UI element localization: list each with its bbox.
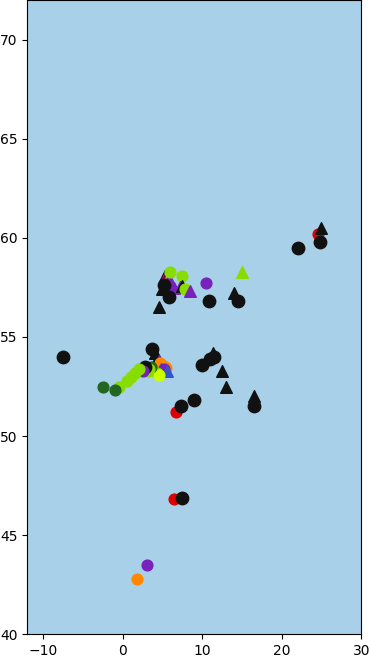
Point (166, 274, 172, 285)
Point (144, 560, 149, 570)
Point (295, 243, 300, 253)
Point (251, 391, 257, 401)
Point (219, 365, 225, 376)
Point (210, 347, 216, 358)
Point (231, 288, 237, 299)
Point (187, 286, 193, 297)
Point (319, 222, 324, 233)
Point (177, 282, 183, 293)
Point (159, 359, 165, 370)
Point (162, 361, 168, 372)
Point (163, 271, 169, 282)
Point (179, 492, 185, 503)
Point (164, 272, 170, 283)
Point (161, 363, 167, 374)
Point (164, 271, 169, 282)
Point (171, 283, 177, 293)
Point (162, 270, 168, 281)
Point (155, 369, 161, 380)
Point (155, 355, 161, 366)
Point (182, 284, 188, 295)
Point (155, 302, 161, 313)
Point (112, 385, 118, 395)
Point (164, 273, 170, 284)
Point (211, 351, 217, 362)
Point (161, 280, 167, 291)
Point (164, 363, 169, 373)
Point (152, 347, 158, 358)
Point (158, 363, 164, 374)
Point (169, 282, 175, 293)
Point (203, 278, 209, 289)
Point (206, 296, 212, 307)
Point (168, 266, 174, 277)
Point (100, 381, 106, 392)
Point (160, 361, 166, 371)
Point (124, 375, 130, 386)
Point (116, 381, 122, 392)
Point (146, 363, 152, 374)
Point (154, 353, 160, 364)
Point (164, 365, 170, 376)
Point (142, 361, 148, 372)
Point (132, 367, 138, 378)
Point (145, 365, 151, 376)
Point (171, 494, 177, 505)
Point (148, 361, 154, 372)
Point (191, 395, 197, 405)
Point (223, 381, 229, 392)
Point (317, 237, 323, 247)
Point (136, 363, 142, 374)
Point (178, 401, 184, 412)
Point (159, 284, 165, 295)
Point (160, 365, 166, 375)
Point (139, 365, 145, 376)
Point (199, 359, 205, 370)
Point (173, 407, 179, 418)
Point (154, 367, 160, 378)
Point (165, 274, 171, 284)
Point (314, 228, 320, 239)
Point (157, 357, 163, 368)
Point (235, 296, 241, 307)
Point (251, 401, 257, 412)
Point (166, 292, 172, 303)
Point (179, 270, 185, 281)
Point (149, 343, 155, 354)
Point (239, 266, 245, 277)
Point (207, 353, 213, 364)
Point (179, 281, 185, 291)
Point (162, 270, 168, 281)
Point (128, 371, 134, 382)
Point (134, 574, 140, 584)
Point (60, 351, 66, 362)
